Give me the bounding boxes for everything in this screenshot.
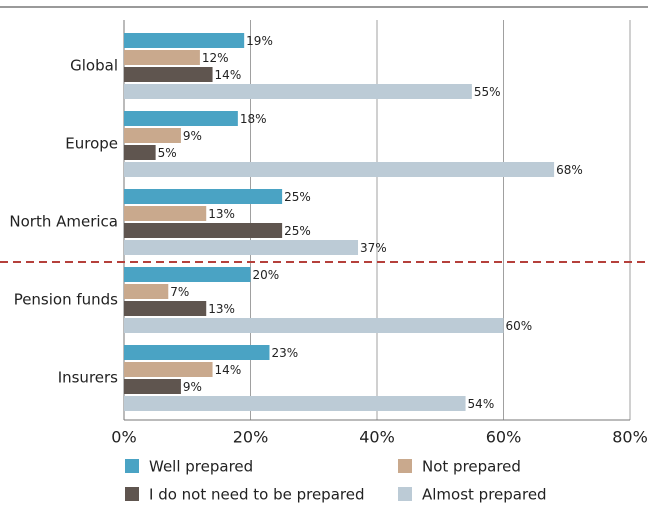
- bar: [124, 111, 238, 126]
- value-label: 18%: [240, 112, 267, 126]
- value-label: 7%: [170, 285, 189, 299]
- value-label: 23%: [271, 346, 298, 360]
- value-label: 54%: [468, 397, 495, 411]
- legend-label: I do not need to be prepared: [149, 486, 364, 504]
- bar: [124, 345, 270, 360]
- bar: [124, 84, 472, 99]
- category-label: Insurers: [58, 369, 118, 387]
- value-label: 14%: [215, 363, 242, 377]
- category-label: North America: [9, 213, 118, 231]
- bar: [124, 33, 245, 48]
- value-label: 12%: [202, 51, 229, 65]
- bar: [124, 318, 504, 333]
- x-tick-label: 0%: [111, 428, 136, 447]
- bar: [124, 301, 207, 316]
- value-label: 19%: [246, 34, 273, 48]
- category-label: Pension funds: [14, 291, 118, 309]
- bar: [124, 189, 283, 204]
- legend-label: Well prepared: [149, 458, 253, 476]
- x-tick-label: 40%: [359, 428, 395, 447]
- x-tick-label: 20%: [233, 428, 269, 447]
- value-label: 68%: [556, 163, 583, 177]
- value-label: 60%: [506, 319, 533, 333]
- legend-label: Almost prepared: [422, 486, 547, 504]
- value-label: 13%: [208, 302, 235, 316]
- bar: [124, 206, 207, 221]
- bars: Global 19% 12% 14% 55% Europe 18% 9% 5% 68% North …: [9, 33, 583, 411]
- value-label: 55%: [474, 85, 501, 99]
- value-label: 5%: [158, 146, 177, 160]
- bar: [124, 50, 200, 65]
- value-label: 25%: [284, 190, 311, 204]
- bar: [124, 362, 213, 377]
- bar: [124, 379, 181, 394]
- value-label: 14%: [215, 68, 242, 82]
- value-label: 9%: [183, 380, 202, 394]
- legend-swatch: [125, 487, 139, 501]
- legend-swatch: [398, 487, 412, 501]
- x-tick-label: 60%: [486, 428, 522, 447]
- bar: [124, 145, 156, 160]
- value-label: 37%: [360, 241, 387, 255]
- bar: [124, 396, 466, 411]
- bar: [124, 128, 181, 143]
- value-label: 20%: [253, 268, 280, 282]
- bar: [124, 67, 213, 82]
- legend-swatch: [398, 459, 412, 473]
- bar: [124, 223, 283, 238]
- category-label: Global: [70, 57, 118, 75]
- x-tick-label: 80%: [612, 428, 648, 447]
- legend-label: Not prepared: [422, 458, 521, 476]
- legend-swatch: [125, 459, 139, 473]
- bar: [124, 267, 251, 282]
- bar: [124, 162, 555, 177]
- category-label: Europe: [65, 135, 118, 153]
- bar: [124, 284, 169, 299]
- value-label: 9%: [183, 129, 202, 143]
- bar: [124, 240, 359, 255]
- legend: Well prepared Not prepared I do not need t…: [125, 458, 547, 504]
- value-label: 13%: [208, 207, 235, 221]
- value-label: 25%: [284, 224, 311, 238]
